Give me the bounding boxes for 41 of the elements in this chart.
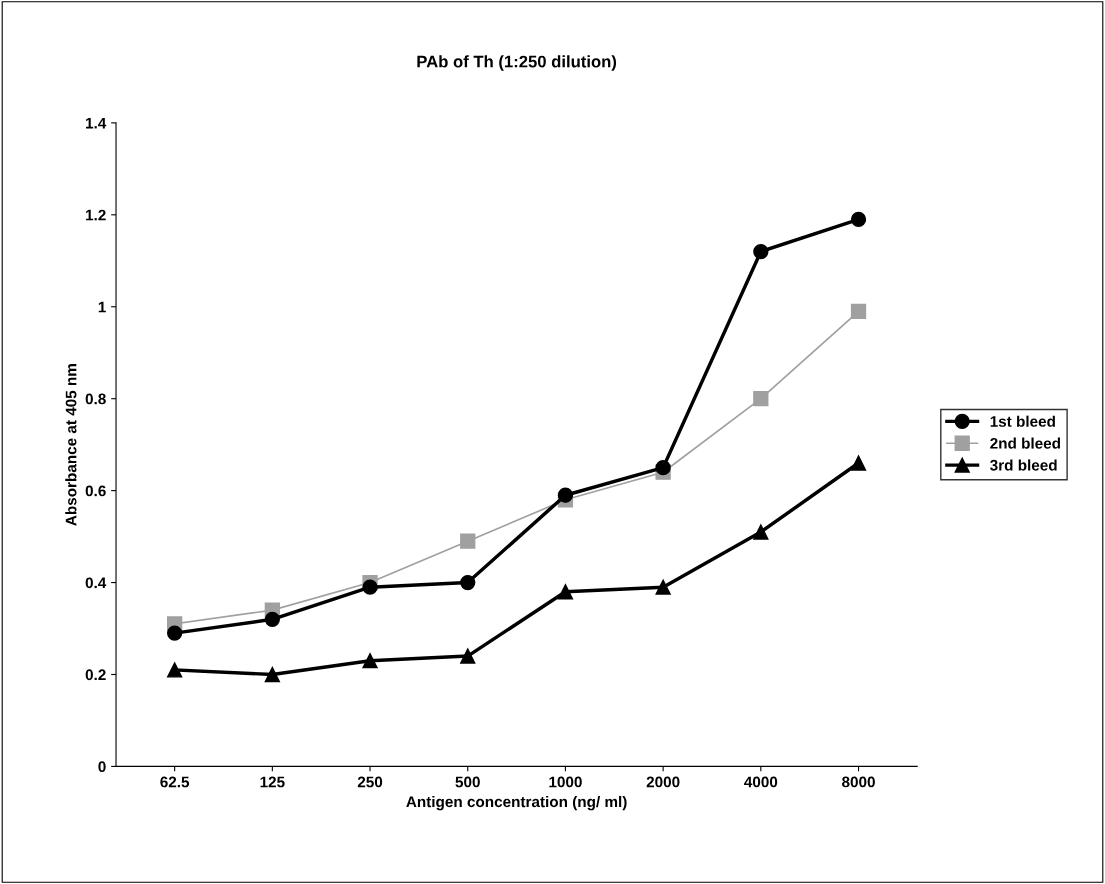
y-tick-label: 0.2 — [85, 669, 106, 681]
y-tick-label: 1.2 — [86, 209, 106, 221]
point — [850, 211, 867, 228]
point — [264, 666, 280, 683]
x-tick-label: 1000 — [549, 776, 582, 788]
point — [460, 648, 476, 664]
x-tick-label: 500 — [455, 776, 480, 788]
chart-title: PAb of Th (1:250 dilution) — [417, 55, 617, 71]
point — [362, 579, 378, 595]
point — [460, 533, 476, 549]
legend-label: 1st bleed — [990, 415, 1055, 427]
x-tick-label: 8000 — [842, 776, 875, 788]
point — [167, 662, 183, 678]
point — [850, 455, 867, 471]
y-tick-label: 0.6 — [85, 485, 106, 497]
point — [557, 584, 574, 600]
x-tick-label: 2000 — [646, 776, 680, 788]
y-tick-label: 1.4 — [86, 117, 107, 129]
legend-label: 3rd bleed — [990, 459, 1057, 471]
point — [264, 611, 280, 627]
x-tick-label: 4000 — [744, 776, 778, 788]
point — [655, 579, 671, 595]
point — [460, 574, 476, 591]
y-tick-label: 1 — [98, 301, 106, 313]
x-tick-label: 125 — [260, 776, 285, 788]
point — [850, 303, 867, 319]
x-tick-label: 62.5 — [160, 776, 190, 788]
point — [362, 653, 378, 669]
y-axis-title: Absorbance at 405 nm — [65, 364, 77, 526]
point — [557, 487, 574, 503]
point — [753, 243, 769, 260]
point — [753, 524, 769, 540]
y-tick-label: 0.4 — [85, 577, 107, 589]
y-tick-label: 0 — [98, 761, 106, 773]
point — [753, 391, 769, 407]
y-tick-label: 0.8 — [85, 393, 106, 405]
x-tick-label: 250 — [357, 776, 383, 788]
point — [655, 459, 671, 476]
point — [167, 625, 183, 641]
legend-label: 2nd bleed — [990, 437, 1060, 449]
x-axis-title: Antigen concentration (ng/ ml) — [406, 795, 627, 811]
